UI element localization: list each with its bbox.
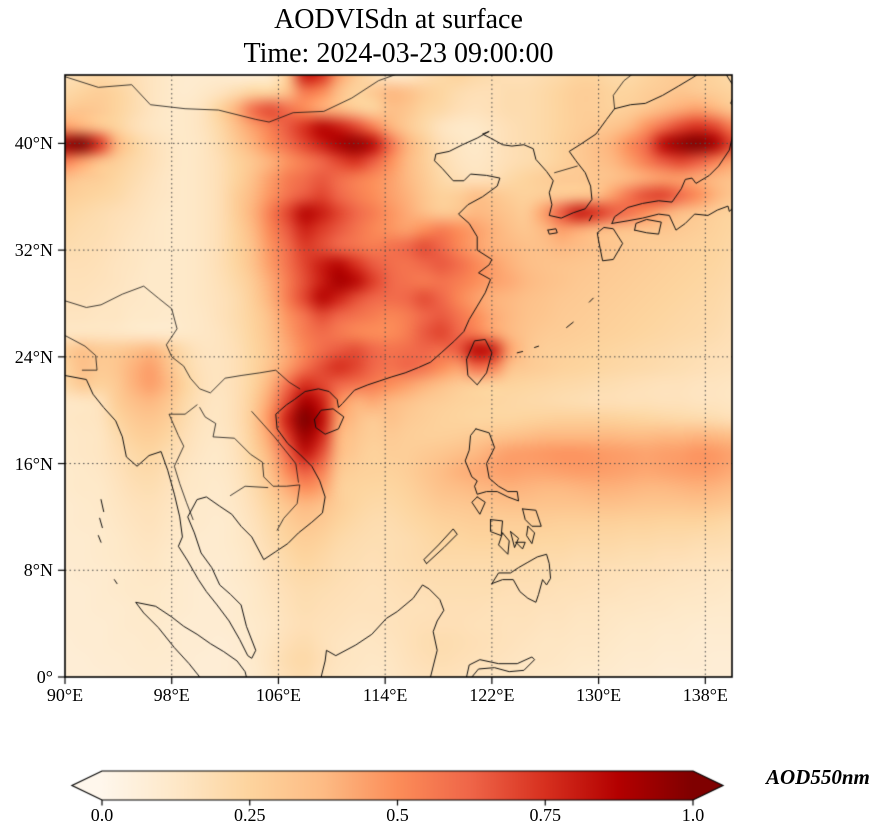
lon-tick-label: 138°E: [682, 685, 728, 705]
lon-tick-label: 98°E: [153, 685, 190, 705]
lon-tick-label: 114°E: [362, 685, 408, 705]
colorbar-title: AOD550nm: [766, 765, 870, 789]
colorbar-tick-label: 0.0: [90, 805, 114, 825]
lat-tick-label: 0°: [36, 667, 53, 687]
lon-tick-label: 122°E: [469, 685, 515, 705]
lat-tick-label: 16°N: [14, 453, 53, 474]
lon-tick-label: 106°E: [255, 685, 302, 705]
lon-tick-label: 130°E: [575, 685, 622, 705]
lat-tick-label: 8°N: [23, 560, 53, 581]
lon-tick-label: 90°E: [46, 685, 84, 705]
colorbar-tick-label: 0.75: [529, 805, 562, 825]
lat-tick-label: 32°N: [14, 240, 53, 261]
figure-title: AODVISdn at surface: [274, 4, 523, 35]
lat-tick-label: 24°N: [14, 346, 53, 367]
figure-subtitle-time: Time: 2024-03-23 09:00:00: [243, 38, 554, 69]
colorbar-tick-label: 0.5: [386, 805, 409, 825]
colorbar-tick-label: 1.0: [681, 805, 705, 825]
lat-tick-label: 40°N: [14, 133, 53, 154]
colorbar-tick-label: 0.25: [234, 805, 266, 825]
